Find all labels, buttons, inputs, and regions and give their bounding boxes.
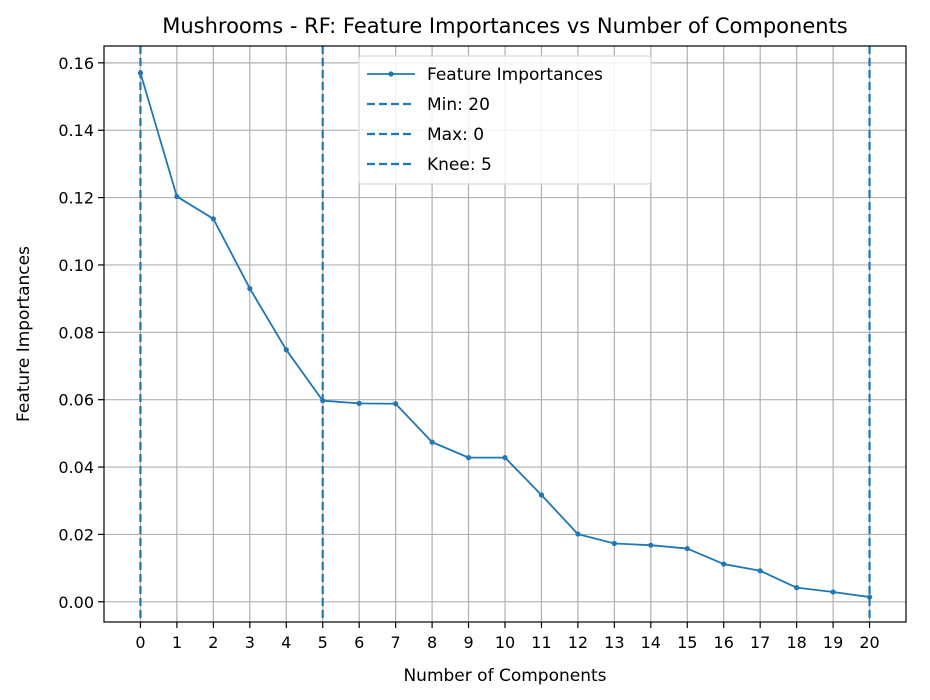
data-point bbox=[721, 561, 727, 567]
y-tick-label: 0.12 bbox=[58, 189, 94, 208]
data-point bbox=[393, 401, 399, 407]
data-point bbox=[538, 492, 545, 498]
data-point bbox=[684, 545, 690, 552]
data-point bbox=[137, 70, 144, 76]
x-tick-label: 19 bbox=[823, 633, 843, 652]
x-tick-label: 16 bbox=[714, 633, 734, 652]
data-point bbox=[757, 568, 763, 574]
x-tick-label: 4 bbox=[281, 633, 291, 652]
data-point bbox=[174, 193, 180, 200]
data-point bbox=[866, 594, 873, 600]
x-axis-ticks: 0 1 2 3 4 5 6 7 8 9 10 11 12 13 14 15 16 17 18 19 20 bbox=[135, 622, 880, 652]
data-point bbox=[830, 589, 836, 595]
x-tick-label: 3 bbox=[245, 633, 255, 652]
legend-label: Max: 0 bbox=[427, 125, 484, 145]
y-axis-ticks: 0.00 0.02 0.04 0.06 0.08 0.10 0.12 0.14 0.16 bbox=[58, 54, 104, 612]
data-point bbox=[794, 585, 800, 591]
y-tick-label: 0.16 bbox=[58, 54, 94, 73]
y-tick-label: 0.10 bbox=[58, 256, 94, 275]
data-point bbox=[283, 347, 289, 353]
legend-label: Min: 20 bbox=[427, 95, 490, 115]
y-tick-label: 0.08 bbox=[58, 323, 94, 342]
x-tick-label: 9 bbox=[463, 633, 473, 652]
data-point bbox=[320, 398, 326, 404]
x-tick-label: 5 bbox=[318, 633, 328, 652]
x-tick-label: 0 bbox=[135, 633, 145, 652]
x-tick-label: 15 bbox=[677, 633, 697, 652]
legend-swatch-marker bbox=[388, 71, 394, 77]
data-point bbox=[429, 439, 435, 445]
data-point bbox=[648, 542, 654, 548]
data-point bbox=[611, 540, 617, 547]
x-tick-label: 8 bbox=[427, 633, 437, 652]
data-point bbox=[502, 455, 508, 461]
y-tick-label: 0.00 bbox=[58, 593, 94, 612]
x-tick-label: 14 bbox=[641, 633, 661, 652]
x-tick-label: 6 bbox=[354, 633, 364, 652]
legend-box bbox=[358, 55, 652, 185]
x-axis-label: Number of Components bbox=[403, 666, 606, 686]
data-point bbox=[356, 400, 362, 406]
x-tick-label: 10 bbox=[495, 633, 515, 652]
series-group bbox=[137, 70, 873, 600]
y-tick-label: 0.06 bbox=[58, 391, 94, 410]
x-tick-label: 11 bbox=[531, 633, 551, 652]
y-tick-label: 0.04 bbox=[58, 458, 94, 477]
x-tick-label: 18 bbox=[786, 633, 806, 652]
legend-label: Feature Importances bbox=[427, 65, 603, 85]
data-point bbox=[210, 216, 216, 222]
data-point bbox=[247, 285, 253, 292]
chart-title: Mushrooms - RF: Feature Importances vs N… bbox=[162, 14, 848, 38]
x-tick-label: 2 bbox=[208, 633, 218, 652]
x-tick-label: 13 bbox=[604, 633, 624, 652]
data-point bbox=[575, 531, 581, 537]
x-tick-label: 20 bbox=[859, 633, 879, 652]
x-tick-label: 7 bbox=[391, 633, 401, 652]
legend-label: Knee: 5 bbox=[427, 155, 492, 175]
legend: Feature Importances Min: 20 Max: 0 Knee: 5 bbox=[358, 55, 652, 185]
vertical-lines bbox=[139, 46, 871, 622]
x-tick-label: 12 bbox=[568, 633, 588, 652]
y-tick-label: 0.02 bbox=[58, 525, 94, 544]
x-tick-label: 17 bbox=[750, 633, 770, 652]
y-axis-label: Feature Importances bbox=[14, 246, 34, 422]
data-point bbox=[465, 455, 472, 461]
y-tick-label: 0.14 bbox=[58, 121, 94, 140]
x-tick-label: 1 bbox=[172, 633, 182, 652]
